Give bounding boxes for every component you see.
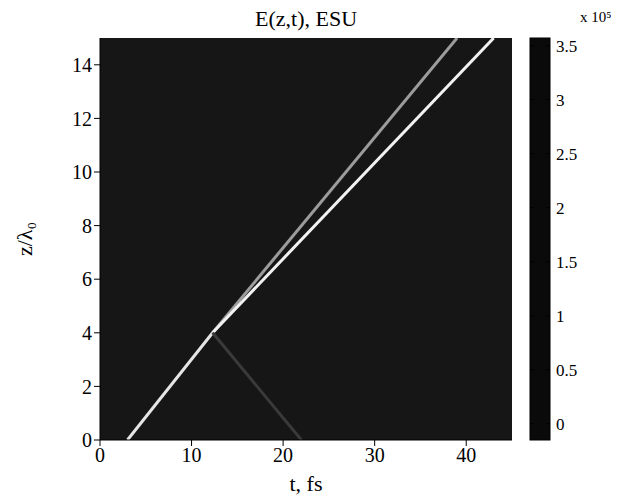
- svg-text:0: 0: [556, 415, 565, 434]
- svg-text:8: 8: [82, 215, 92, 237]
- svg-text:10: 10: [72, 161, 92, 183]
- svg-text:0: 0: [95, 444, 105, 466]
- svg-text:2: 2: [82, 376, 92, 398]
- svg-text:x 10⁵: x 10⁵: [580, 9, 611, 25]
- svg-text:4: 4: [82, 322, 92, 344]
- svg-text:3: 3: [556, 91, 565, 110]
- svg-text:z/λ₀: z/λ₀: [12, 222, 37, 256]
- svg-text:2.5: 2.5: [556, 145, 577, 164]
- svg-text:3.5: 3.5: [556, 37, 577, 56]
- html-text:E(z,t), ESU: E(z,t), ESU: [255, 6, 357, 31]
- svg-text:12: 12: [72, 108, 92, 130]
- svg-text:10: 10: [182, 444, 202, 466]
- svg-text:20: 20: [273, 444, 293, 466]
- svg-text:1: 1: [556, 307, 565, 326]
- svg-text:30: 30: [365, 444, 385, 466]
- svg-text:0.5: 0.5: [556, 361, 577, 380]
- svg-text:6: 6: [82, 268, 92, 290]
- svg-text:40: 40: [456, 444, 476, 466]
- svg-text:2: 2: [556, 199, 565, 218]
- svg-text:1.5: 1.5: [556, 253, 577, 272]
- svg-text:14: 14: [72, 54, 92, 76]
- svg-text:0: 0: [82, 429, 92, 451]
- svg-text:t, fs: t, fs: [290, 471, 323, 496]
